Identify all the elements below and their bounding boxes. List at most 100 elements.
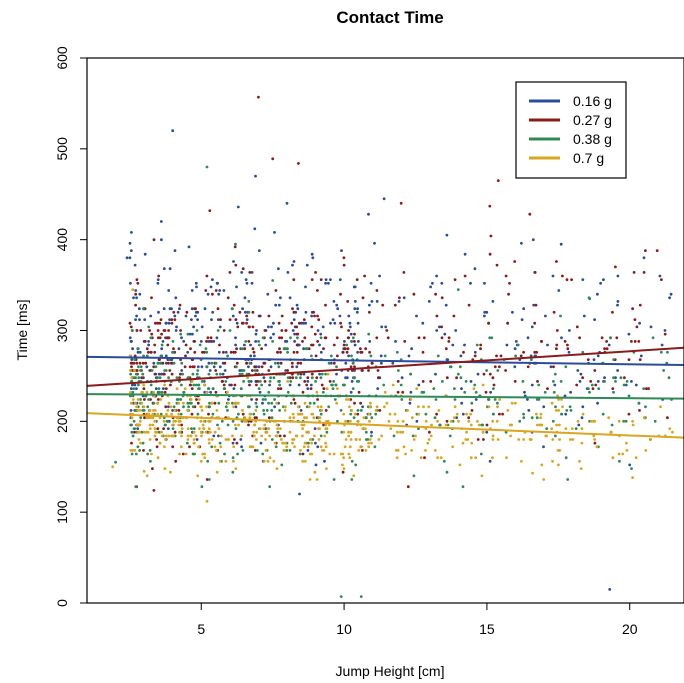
data-point (589, 380, 593, 383)
data-point (642, 416, 646, 420)
data-point (347, 354, 350, 358)
data-point (470, 401, 474, 405)
data-point (172, 361, 176, 365)
data-point (511, 310, 514, 314)
data-point (170, 361, 173, 365)
data-point (666, 350, 669, 354)
data-point (144, 361, 148, 365)
data-point (595, 445, 599, 449)
data-point (569, 409, 573, 412)
data-point (167, 361, 170, 365)
data-point (134, 318, 138, 321)
data-point (455, 376, 458, 380)
data-point (367, 445, 371, 449)
data-point (177, 409, 181, 412)
data-point (397, 300, 401, 303)
data-point (219, 318, 223, 321)
data-point (338, 278, 342, 281)
data-point (588, 390, 591, 394)
data-point (331, 318, 335, 321)
trend-line (86, 393, 684, 400)
data-point (335, 401, 339, 405)
data-point (203, 307, 207, 311)
data-point (269, 336, 273, 340)
data-point (208, 369, 212, 372)
data-point (233, 438, 236, 441)
data-point (240, 434, 244, 438)
data-point (158, 321, 162, 325)
data-point (550, 427, 554, 430)
data-point (329, 321, 332, 325)
data-point (235, 361, 239, 365)
data-point (346, 300, 350, 303)
data-point (150, 452, 153, 456)
data-point (260, 365, 264, 369)
data-point (668, 427, 672, 430)
data-point (307, 441, 310, 445)
data-point (488, 459, 492, 463)
data-point (349, 332, 353, 336)
data-point (324, 372, 327, 376)
data-point (286, 350, 289, 354)
data-point (265, 409, 269, 412)
data-point (564, 365, 568, 369)
data-point (476, 438, 480, 441)
data-point (345, 350, 349, 354)
data-point (658, 274, 662, 278)
data-point (248, 271, 252, 274)
data-point (381, 303, 385, 307)
data-point (560, 336, 563, 340)
data-point (173, 314, 177, 318)
data-point (279, 296, 282, 300)
data-point (131, 288, 135, 291)
data-point (219, 434, 223, 438)
data-point (329, 361, 333, 365)
data-point (186, 409, 190, 412)
data-point (205, 365, 209, 369)
data-point (617, 419, 621, 423)
data-point (129, 325, 133, 329)
data-point (481, 383, 485, 387)
data-point (231, 434, 234, 438)
data-point (474, 390, 478, 394)
data-point (374, 409, 378, 412)
data-point (215, 409, 219, 412)
data-point (139, 416, 143, 420)
data-point (552, 380, 555, 383)
data-point (316, 314, 319, 318)
data-point (142, 469, 146, 473)
y-tick-label: 0 (54, 599, 70, 607)
data-point (526, 336, 530, 340)
data-point (351, 387, 355, 390)
data-point (559, 242, 563, 246)
data-point (140, 401, 144, 405)
data-point (247, 365, 250, 369)
data-point (277, 387, 280, 390)
data-point (466, 438, 470, 441)
data-point (557, 289, 561, 292)
data-point (292, 278, 296, 281)
data-point (375, 336, 379, 340)
data-point (361, 296, 365, 300)
data-point (401, 430, 405, 434)
data-point (276, 430, 280, 434)
data-point (316, 445, 320, 449)
data-point (178, 307, 181, 311)
data-point (590, 383, 594, 387)
data-point (308, 478, 312, 481)
data-point (276, 361, 280, 365)
data-point (133, 427, 137, 430)
data-point (159, 412, 163, 416)
data-point (193, 340, 197, 343)
data-point (495, 263, 499, 267)
data-point (356, 409, 360, 412)
data-point (264, 343, 268, 347)
data-point (152, 365, 156, 369)
data-point (134, 401, 137, 405)
data-point (160, 332, 164, 336)
data-point (208, 419, 212, 423)
data-point (496, 401, 499, 405)
data-point (248, 445, 252, 449)
data-point (254, 332, 258, 336)
data-point (319, 332, 323, 336)
